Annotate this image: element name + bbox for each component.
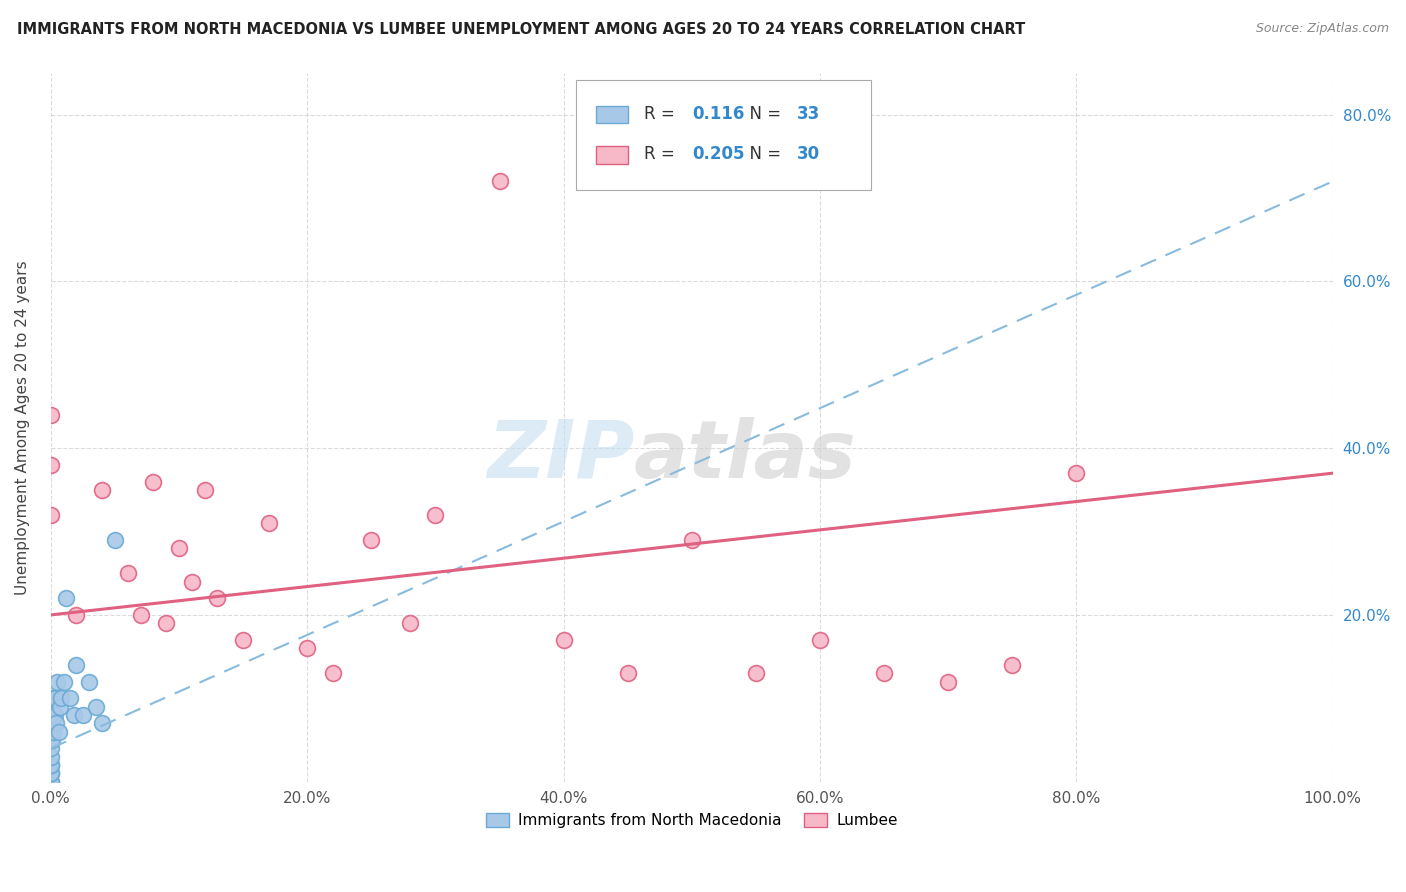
- Point: [39, 749, 62, 764]
- Text: 33: 33: [797, 105, 820, 123]
- Point: [1066, 466, 1088, 480]
- Y-axis label: Unemployment Among Ages 20 to 24 years: Unemployment Among Ages 20 to 24 years: [15, 260, 30, 595]
- Point: [39, 758, 62, 772]
- Point: [91, 716, 114, 731]
- Text: ZIP: ZIP: [486, 417, 634, 495]
- Point: [46, 674, 69, 689]
- Point: [39, 408, 62, 422]
- Point: [1001, 657, 1024, 672]
- FancyBboxPatch shape: [576, 80, 872, 190]
- Point: [65, 607, 87, 622]
- Point: [39, 508, 62, 522]
- Point: [207, 591, 229, 606]
- Point: [52, 674, 75, 689]
- Text: Source: ZipAtlas.com: Source: ZipAtlas.com: [1256, 22, 1389, 36]
- Point: [936, 674, 959, 689]
- Point: [48, 724, 70, 739]
- Point: [681, 533, 703, 547]
- Point: [873, 666, 896, 681]
- Point: [167, 541, 190, 556]
- Point: [39, 716, 62, 731]
- Point: [39, 458, 62, 472]
- Text: N =: N =: [740, 105, 786, 123]
- Point: [129, 607, 152, 622]
- Point: [49, 699, 72, 714]
- Point: [59, 691, 82, 706]
- Text: 30: 30: [797, 145, 820, 163]
- Point: [322, 666, 344, 681]
- Point: [39, 774, 62, 789]
- Point: [553, 632, 575, 647]
- Point: [44, 691, 66, 706]
- Point: [425, 508, 447, 522]
- Point: [616, 666, 638, 681]
- Text: N =: N =: [740, 145, 786, 163]
- Point: [180, 574, 202, 589]
- Point: [41, 716, 63, 731]
- Point: [39, 691, 62, 706]
- Text: 0.116: 0.116: [692, 105, 744, 123]
- Point: [72, 708, 94, 723]
- Point: [104, 533, 127, 547]
- Point: [42, 724, 65, 739]
- Point: [45, 716, 67, 731]
- Point: [297, 641, 319, 656]
- Point: [745, 666, 768, 681]
- Point: [39, 708, 62, 723]
- Point: [360, 533, 382, 547]
- Text: 0.205: 0.205: [692, 145, 744, 163]
- Point: [44, 708, 66, 723]
- Point: [39, 774, 62, 789]
- Point: [91, 483, 114, 497]
- Point: [257, 516, 280, 531]
- Point: [39, 758, 62, 772]
- Point: [39, 741, 62, 756]
- Text: R =: R =: [644, 105, 681, 123]
- Point: [398, 616, 420, 631]
- Point: [41, 733, 63, 747]
- Text: R =: R =: [644, 145, 681, 163]
- Point: [142, 475, 165, 489]
- Legend: Immigrants from North Macedonia, Lumbee: Immigrants from North Macedonia, Lumbee: [479, 807, 904, 834]
- Point: [55, 591, 77, 606]
- Point: [117, 566, 139, 581]
- Point: [84, 699, 107, 714]
- Point: [49, 691, 72, 706]
- Point: [808, 632, 831, 647]
- Point: [63, 708, 86, 723]
- Point: [39, 733, 62, 747]
- Point: [79, 674, 101, 689]
- Point: [232, 632, 254, 647]
- FancyBboxPatch shape: [596, 105, 627, 123]
- Point: [194, 483, 217, 497]
- Text: atlas: atlas: [634, 417, 856, 495]
- Point: [65, 657, 87, 672]
- Point: [39, 766, 62, 780]
- Point: [488, 174, 510, 188]
- Point: [39, 724, 62, 739]
- Point: [155, 616, 177, 631]
- Text: IMMIGRANTS FROM NORTH MACEDONIA VS LUMBEE UNEMPLOYMENT AMONG AGES 20 TO 24 YEARS: IMMIGRANTS FROM NORTH MACEDONIA VS LUMBE…: [17, 22, 1025, 37]
- Point: [39, 766, 62, 780]
- FancyBboxPatch shape: [596, 146, 627, 164]
